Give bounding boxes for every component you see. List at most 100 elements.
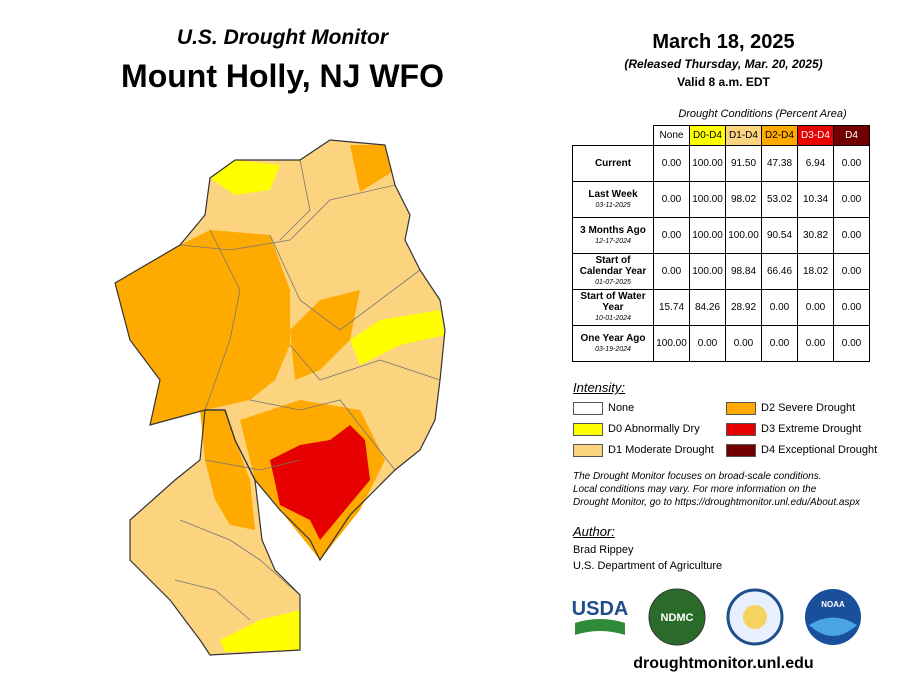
cell-value: 0.00 [833,145,870,182]
cell-value: 0.00 [653,181,690,218]
cell-value: 0.00 [797,325,834,362]
cell-value: 0.00 [689,325,726,362]
row-date: 03-19-2024 [595,345,631,353]
logo-noaa-circle [805,589,861,645]
legend-swatch [573,422,603,436]
county-line [179,519,301,596]
legend-swatch [573,401,603,415]
region-d2 [115,230,290,425]
logos: USDA NDMC NOAA [572,588,861,646]
row-label: 3 Months Ago 12-17-2024 [572,217,654,254]
row-label: Start of Water Year 10-01-2024 [572,289,654,326]
cell-value: 66.46 [761,253,798,290]
header-row: None D0-D4 D1-D4 D2-D4 D3-D4 D4 [573,125,870,146]
row-date: 01-07-2025 [595,279,631,286]
row-name: Current [594,158,632,169]
region-d1 [130,410,300,655]
table-row: 3 Months Ago 12-17-2024 0.00 100.00 100.00 90… [572,217,870,254]
table-row: Start of Calendar Year 01-07-2025 0.00 100.… [572,253,870,290]
legend-item: D0 Abnormally Dry [573,422,700,436]
author-heading: Author: [573,524,615,539]
row-date: 12-17-2024 [595,237,631,245]
legend-swatch [726,422,756,436]
region-d2 [200,410,255,530]
county-line [249,399,396,471]
logo-ndmc-circle [648,588,706,646]
row-name: 3 Months Ago [580,224,646,236]
county-line [289,344,441,381]
row-date: 03-11-2025 [595,201,631,209]
row-name: Start of Water Year [580,291,646,313]
cell-value: 30.82 [797,217,834,254]
county-line [269,234,421,331]
cell-value: 100.00 [653,325,690,362]
author-org: U.S. Department of Agriculture [573,560,723,572]
cell-value: 10.34 [797,181,834,218]
column-header: D4 [833,125,870,146]
cell-value: 100.00 [689,217,726,254]
column-header: None [653,125,690,146]
cell-value: 100.00 [689,181,726,218]
table-row: Current 0.00 100.00 91.50 47.38 6.94 0.00 [572,145,870,182]
cell-value: 18.02 [797,253,834,290]
legend-item: D4 Exceptional Drought [726,443,877,457]
row-label: Current [572,145,654,182]
cell-value: 0.00 [761,289,798,326]
cell-value: 100.00 [689,253,726,290]
row-name: Last Week [588,188,638,200]
cell-value: 47.38 [761,145,798,182]
region-outline [129,409,301,656]
region-d2 [290,290,360,380]
table-caption: Drought Conditions (Percent Area) [678,108,847,120]
cell-value: 98.02 [725,181,762,218]
note-line: Local conditions may vary. For more info… [573,484,817,495]
legend-label: D3 Extreme Drought [761,423,862,435]
legend-label: D1 Moderate Drought [608,444,714,456]
table-row: Last Week 03-11-2025 0.00 100.00 98.02 53.02 1… [572,181,870,218]
map-date: March 18, 2025 [652,31,795,53]
author-name: Brad Rippey [573,544,634,556]
cell-value: 0.00 [797,289,834,326]
cell-value: 84.26 [689,289,726,326]
row-date: 10-01-2024 [595,315,631,322]
valid-time: Valid 8 a.m. EDT [677,75,770,89]
drought-map [114,139,446,656]
cell-value: 0.00 [761,325,798,362]
region-d0 [220,610,300,652]
footer-url: droughtmonitor.unl.edu [633,655,814,672]
cell-value: 53.02 [761,181,798,218]
region-d0 [210,160,280,195]
cell-value: 6.94 [797,145,834,182]
row-label: Last Week 03-11-2025 [572,181,654,218]
cell-value: 90.54 [761,217,798,254]
county-line [279,159,311,241]
row-name: One Year Ago [580,332,646,344]
legend-title: Intensity: [573,380,626,395]
logo-usda-mark [575,619,625,635]
legend-swatch [726,443,756,457]
cell-value: 28.92 [725,289,762,326]
corner [573,126,654,146]
county-line [204,229,241,411]
cell-value: 0.00 [653,217,690,254]
legend-item: None [573,401,634,415]
cell-value: 0.00 [725,325,762,362]
row-label: One Year Ago 03-19-2024 [572,325,654,362]
legend-label: D0 Abnormally Dry [608,423,700,435]
column-header: D3-D4 [797,125,834,146]
cell-value: 0.00 [833,289,870,326]
table-row: One Year Ago 03-19-2024 100.00 0.00 0.00 0.00… [572,325,870,362]
logo-ndmc: NDMC [661,612,694,624]
cell-value: 0.00 [833,325,870,362]
cell-value: 91.50 [725,145,762,182]
legend-item: D3 Extreme Drought [726,422,861,436]
column-header: D1-D4 [725,125,762,146]
cell-value: 98.84 [725,253,762,290]
release-date: (Released Thursday, Mar. 20, 2025) [624,57,823,71]
subtitle: U.S. Drought Monitor [176,26,389,49]
note-line: Drought Monitor, go to https://droughtmo… [573,497,861,508]
logo-doc-center [743,605,767,629]
cell-value: 0.00 [653,253,690,290]
column-header: D2-D4 [761,125,798,146]
